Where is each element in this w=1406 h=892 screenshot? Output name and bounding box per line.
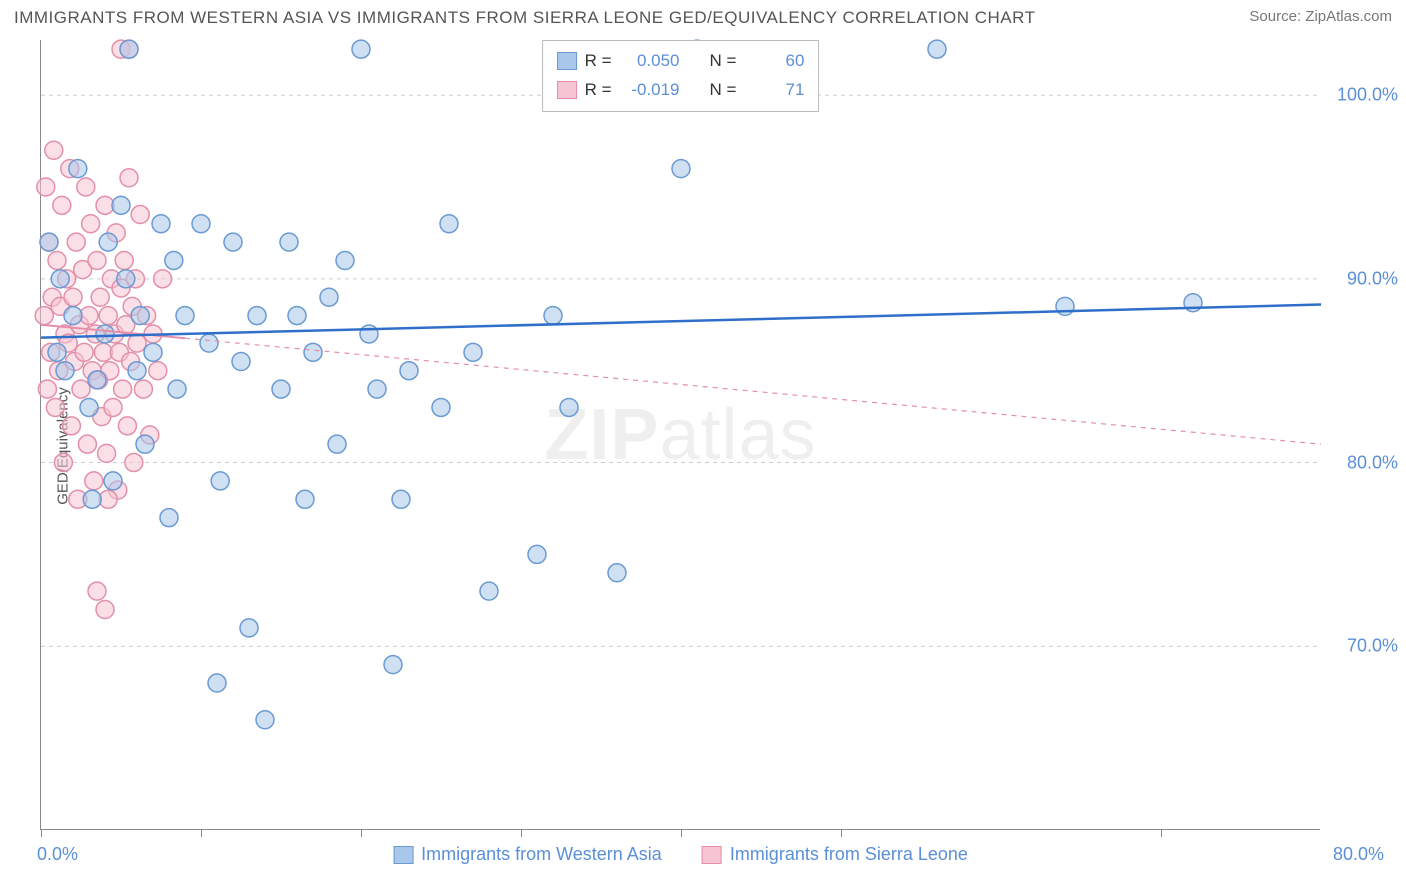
- x-tick-mark: [1161, 829, 1162, 837]
- n-value-blue: 60: [744, 47, 804, 76]
- n-value-pink: 71: [744, 76, 804, 105]
- x-tick-mark: [521, 829, 522, 837]
- x-tick-min-label: 0.0%: [37, 844, 78, 865]
- swatch-pink-icon: [557, 81, 577, 99]
- r-value-pink: -0.019: [620, 76, 680, 105]
- scatter-svg: [41, 40, 1320, 829]
- y-tick-label: 70.0%: [1347, 636, 1398, 657]
- r-label: R =: [585, 76, 612, 105]
- x-tick-max-label: 80.0%: [1333, 844, 1384, 865]
- series-label-pink: Immigrants from Sierra Leone: [730, 844, 968, 865]
- correlation-legend: R = 0.050 N = 60 R = -0.019 N = 71: [542, 40, 820, 112]
- source-prefix: Source:: [1249, 8, 1305, 25]
- series-label-blue: Immigrants from Western Asia: [421, 844, 662, 865]
- x-tick-mark: [201, 829, 202, 837]
- y-tick-label: 100.0%: [1337, 85, 1398, 106]
- legend-row-pink: R = -0.019 N = 71: [557, 76, 805, 105]
- series-legend: Immigrants from Western Asia Immigrants …: [393, 844, 968, 865]
- legend-item-blue: Immigrants from Western Asia: [393, 844, 662, 865]
- source-name: ZipAtlas.com: [1305, 8, 1392, 25]
- legend-item-pink: Immigrants from Sierra Leone: [702, 844, 968, 865]
- swatch-pink-icon: [702, 846, 722, 864]
- x-tick-mark: [841, 829, 842, 837]
- chart-title: IMMIGRANTS FROM WESTERN ASIA VS IMMIGRAN…: [14, 8, 1036, 28]
- n-label: N =: [710, 47, 737, 76]
- x-tick-mark: [361, 829, 362, 837]
- swatch-blue-icon: [557, 52, 577, 70]
- plot-area: ZIPatlas 70.0%80.0%90.0%100.0% 0.0% 80.0…: [40, 40, 1320, 830]
- header: IMMIGRANTS FROM WESTERN ASIA VS IMMIGRAN…: [14, 8, 1392, 28]
- n-label: N =: [710, 76, 737, 105]
- y-tick-label: 90.0%: [1347, 268, 1398, 289]
- x-tick-mark: [41, 829, 42, 837]
- r-value-blue: 0.050: [620, 47, 680, 76]
- source-credit: Source: ZipAtlas.com: [1249, 8, 1392, 25]
- x-tick-mark: [681, 829, 682, 837]
- y-tick-label: 80.0%: [1347, 452, 1398, 473]
- swatch-blue-icon: [393, 846, 413, 864]
- legend-row-blue: R = 0.050 N = 60: [557, 47, 805, 76]
- r-label: R =: [585, 47, 612, 76]
